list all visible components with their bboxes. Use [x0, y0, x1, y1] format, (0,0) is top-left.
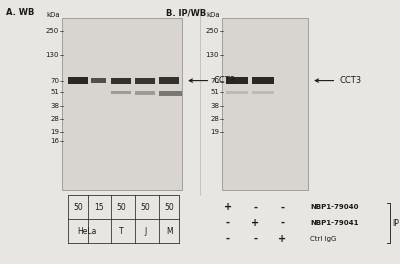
Bar [252, 77, 274, 84]
Text: 38: 38 [210, 103, 219, 109]
Text: +: + [278, 234, 286, 244]
Text: +: + [251, 218, 259, 228]
Text: 16: 16 [50, 138, 59, 144]
Text: 70: 70 [50, 78, 59, 84]
Text: -: - [226, 218, 230, 228]
Text: 50: 50 [140, 203, 150, 212]
Text: 50: 50 [164, 203, 174, 212]
Text: CCT3: CCT3 [189, 76, 235, 85]
Text: B. IP/WB: B. IP/WB [166, 8, 206, 17]
Text: 130: 130 [46, 51, 59, 58]
Text: kDa: kDa [206, 12, 220, 18]
Text: 28: 28 [210, 116, 219, 122]
Text: HeLa: HeLa [77, 227, 97, 235]
Text: NBP1-79040: NBP1-79040 [310, 204, 358, 210]
Bar [111, 78, 131, 84]
Bar [222, 18, 308, 190]
Bar [159, 91, 182, 96]
Text: 250: 250 [206, 28, 219, 34]
Text: 51: 51 [210, 89, 219, 95]
Bar [135, 78, 155, 84]
Text: NBP1-79041: NBP1-79041 [310, 220, 358, 226]
Text: T: T [119, 227, 124, 235]
Text: 19: 19 [210, 129, 219, 135]
Bar [91, 78, 106, 83]
Text: 70: 70 [210, 78, 219, 84]
Text: 250: 250 [46, 28, 59, 34]
Text: A. WB: A. WB [6, 8, 34, 17]
Bar [226, 91, 248, 93]
Bar [252, 91, 274, 93]
Text: 50: 50 [116, 203, 126, 212]
Text: IP: IP [392, 219, 399, 228]
Text: +: + [224, 202, 232, 212]
Bar [111, 91, 131, 95]
Text: 28: 28 [50, 116, 59, 122]
Text: 38: 38 [50, 103, 59, 109]
Text: 130: 130 [206, 51, 219, 58]
Bar [226, 77, 248, 84]
Text: -: - [253, 202, 257, 212]
Text: M: M [166, 227, 172, 235]
Text: -: - [253, 234, 257, 244]
Bar [135, 91, 155, 95]
Text: Ctrl IgG: Ctrl IgG [310, 236, 336, 242]
Text: -: - [280, 202, 284, 212]
Bar [62, 18, 182, 190]
Text: 19: 19 [50, 129, 59, 135]
Text: CCT3: CCT3 [315, 76, 361, 85]
Bar [68, 77, 88, 84]
Text: 15: 15 [94, 203, 104, 212]
Text: kDa: kDa [46, 12, 60, 18]
Text: 50: 50 [73, 203, 83, 212]
Bar [159, 77, 179, 84]
Text: -: - [280, 218, 284, 228]
Text: -: - [226, 234, 230, 244]
Text: 51: 51 [50, 89, 59, 95]
Text: J: J [144, 227, 146, 235]
